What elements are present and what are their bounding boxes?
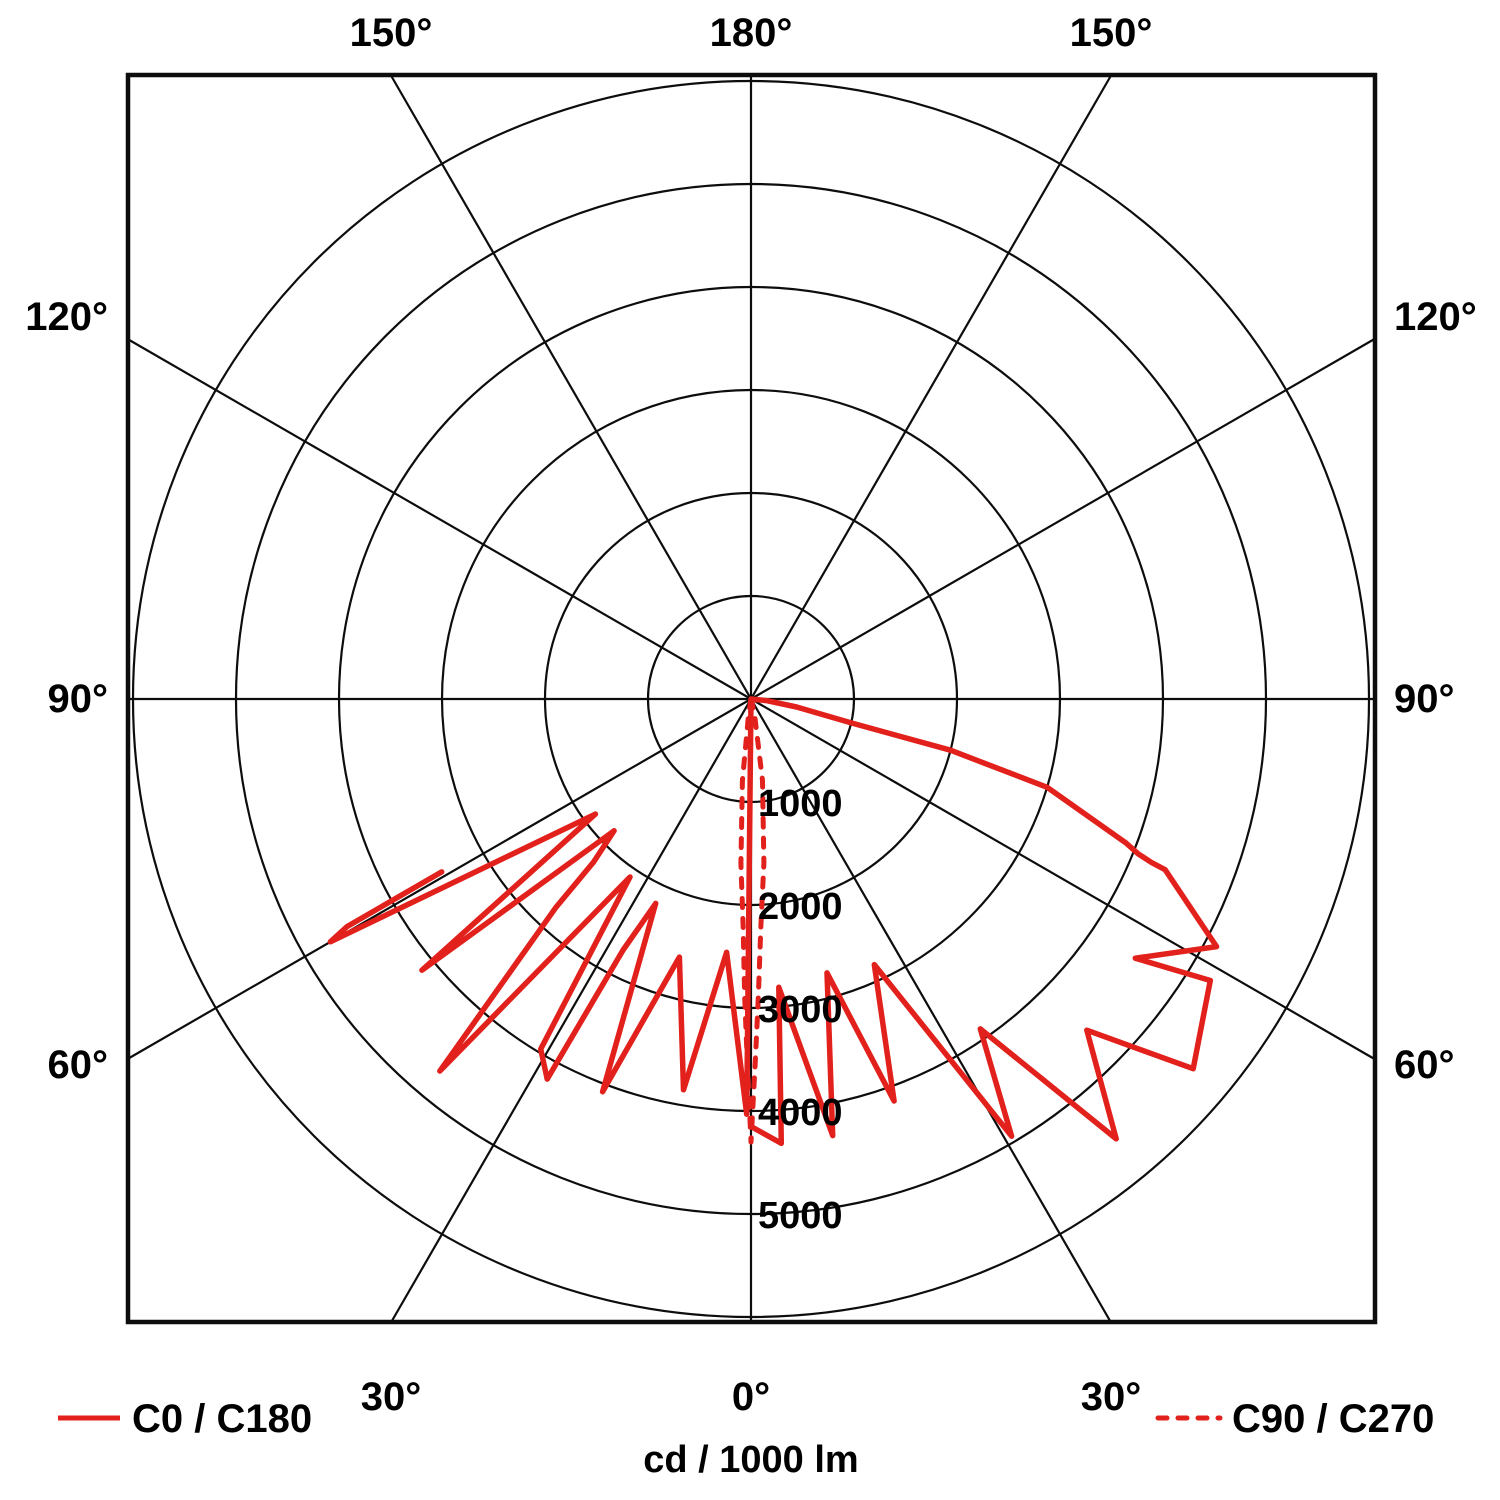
svg-text:90°: 90° bbox=[1394, 677, 1455, 721]
svg-text:C0 / C180: C0 / C180 bbox=[132, 1397, 312, 1441]
svg-text:120°: 120° bbox=[1394, 295, 1477, 339]
svg-text:180°: 180° bbox=[710, 11, 793, 55]
svg-text:120°: 120° bbox=[25, 295, 108, 339]
svg-text:150°: 150° bbox=[1070, 11, 1153, 55]
svg-text:4000: 4000 bbox=[758, 1092, 843, 1134]
svg-text:60°: 60° bbox=[48, 1043, 109, 1087]
svg-text:5000: 5000 bbox=[758, 1195, 843, 1237]
svg-text:30°: 30° bbox=[1081, 1375, 1142, 1419]
svg-text:60°: 60° bbox=[1394, 1043, 1455, 1087]
svg-text:1000: 1000 bbox=[758, 783, 843, 825]
svg-text:2000: 2000 bbox=[758, 886, 843, 928]
svg-text:C90 / C270: C90 / C270 bbox=[1232, 1397, 1434, 1441]
svg-text:0°: 0° bbox=[732, 1375, 770, 1419]
svg-text:cd / 1000 lm: cd / 1000 lm bbox=[643, 1439, 858, 1481]
svg-text:30°: 30° bbox=[361, 1375, 422, 1419]
svg-text:3000: 3000 bbox=[758, 989, 843, 1031]
svg-text:90°: 90° bbox=[48, 677, 109, 721]
svg-text:150°: 150° bbox=[350, 11, 433, 55]
